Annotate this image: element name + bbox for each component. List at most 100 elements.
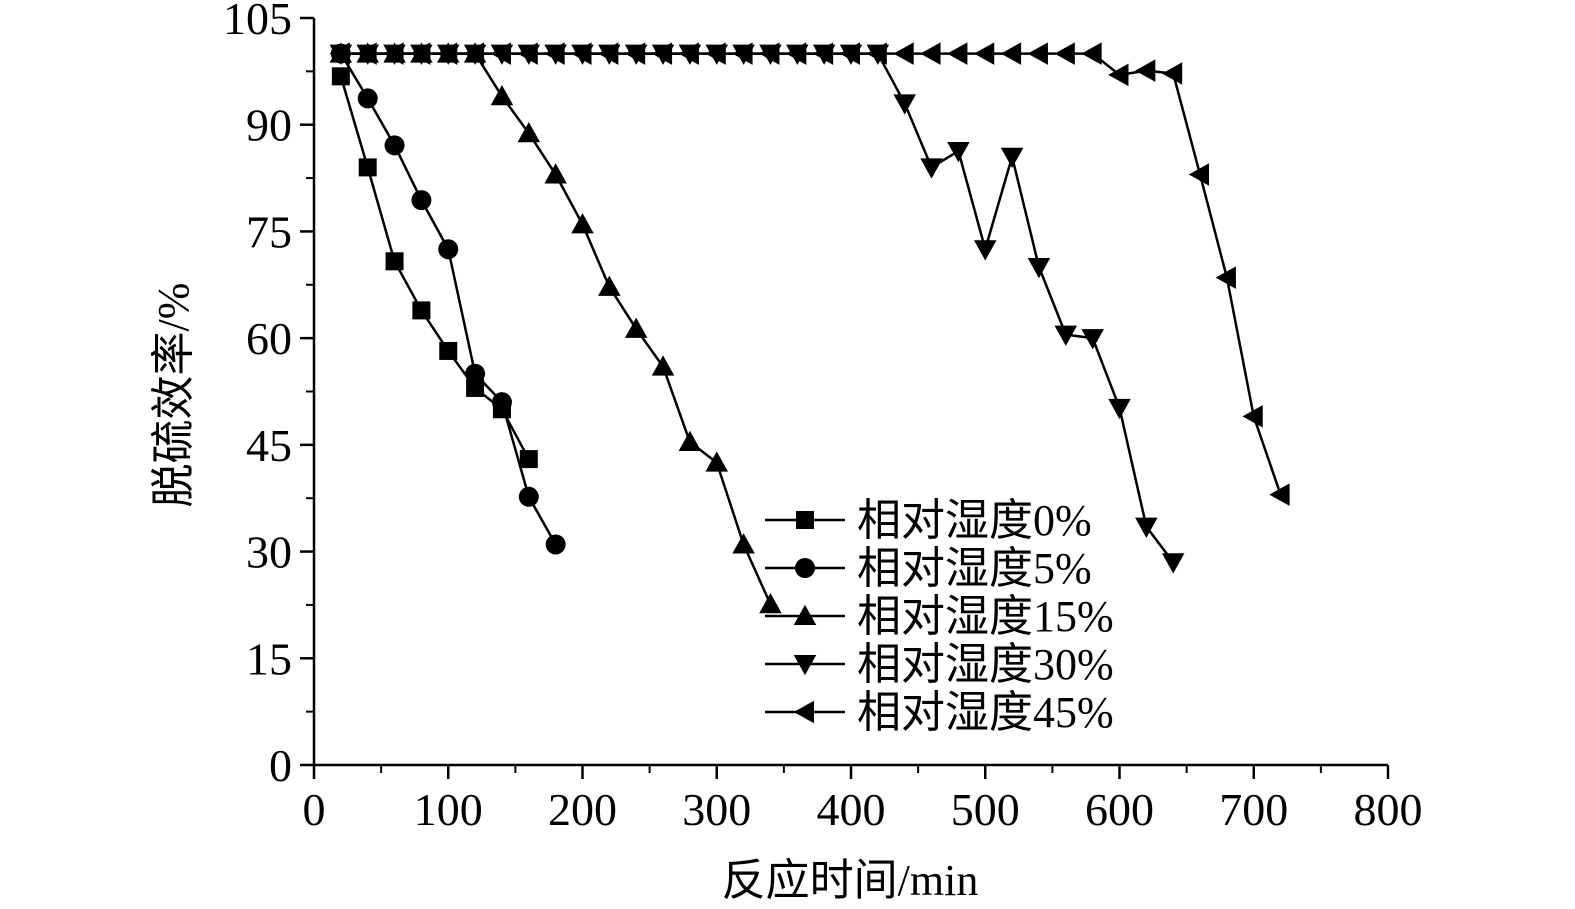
series-1 (330, 43, 566, 555)
data-point (866, 42, 887, 65)
legend-marker (795, 558, 815, 578)
y-tick-label: 60 (246, 313, 292, 364)
series-3 (329, 44, 1185, 574)
data-point (812, 42, 834, 65)
data-point (517, 42, 538, 65)
legend-label: 相对湿度15% (857, 592, 1114, 641)
data-point (1027, 258, 1051, 279)
data-point (1027, 42, 1048, 65)
data-point (974, 240, 997, 261)
data-point (383, 42, 404, 65)
x-tick-label: 600 (1085, 784, 1154, 835)
y-tick-label: 30 (246, 527, 292, 578)
data-point (1108, 398, 1131, 420)
legend-label: 相对湿度5% (857, 544, 1092, 593)
data-point (705, 42, 726, 65)
legend-label: 相对湿度30% (857, 640, 1114, 689)
x-tick-label: 0 (303, 784, 326, 835)
data-point (385, 252, 404, 271)
x-tick-label: 300 (682, 784, 751, 835)
data-point (491, 392, 512, 413)
data-point (331, 67, 350, 86)
y-axis-title: 脱硫效率/% (149, 283, 198, 508)
data-point (465, 363, 486, 384)
data-point (544, 163, 567, 184)
data-point (1000, 42, 1022, 65)
legend: 相对湿度0%相对湿度5%相对湿度15%相对湿度30%相对湿度45% (765, 496, 1114, 737)
legend-marker (793, 655, 817, 676)
data-point (439, 341, 458, 360)
data-point (518, 486, 539, 507)
data-point (437, 42, 458, 65)
data-point (571, 213, 594, 234)
y-tick-label: 0 (269, 740, 292, 791)
legend-label: 相对湿度45% (857, 688, 1114, 737)
data-point (358, 158, 377, 177)
data-point (412, 301, 431, 320)
legend-item-4: 相对湿度45% (765, 688, 1114, 737)
legend-label: 相对湿度0% (857, 496, 1092, 545)
ticks-layer: 0 100 200 300 400 500 600 700 800 0 15 30 45 60 75 90 10… (223, 0, 1423, 835)
data-point (624, 42, 646, 65)
data-point (1054, 325, 1078, 346)
series-2 (329, 42, 782, 614)
legend-item-3: 相对湿度30% (765, 640, 1114, 689)
data-point (356, 42, 377, 65)
x-tick-label: 800 (1354, 784, 1423, 835)
series-line (340, 52, 1175, 563)
data-point (519, 450, 538, 469)
y-tick-label: 75 (246, 206, 292, 257)
x-tick-label: 200 (548, 784, 617, 835)
data-point (517, 122, 541, 143)
data-point (598, 42, 619, 65)
data-point (651, 355, 675, 376)
data-point (571, 42, 592, 65)
series-4 (329, 42, 1290, 506)
data-point (651, 42, 673, 65)
data-point (947, 142, 970, 163)
data-point (974, 42, 995, 65)
data-point (490, 42, 511, 65)
legend-item-2: 相对湿度15% (765, 592, 1114, 641)
legend-item-1: 相对湿度5% (765, 544, 1092, 593)
data-point (329, 42, 350, 65)
data-point (624, 317, 648, 338)
data-point (1135, 517, 1158, 538)
data-point (1161, 553, 1185, 574)
data-point (1161, 62, 1183, 85)
data-point (490, 85, 514, 106)
data-point (1000, 147, 1024, 168)
data-point (1188, 163, 1210, 186)
legend-marker (796, 511, 814, 529)
data-point (786, 42, 807, 65)
data-point (732, 533, 755, 554)
series-layer (329, 42, 1290, 614)
y-tick-label: 90 (246, 100, 292, 151)
x-tick-label: 400 (817, 784, 886, 835)
data-point (1081, 329, 1104, 350)
data-point (1269, 483, 1290, 506)
data-point (947, 42, 968, 65)
series-line (340, 52, 1282, 496)
data-point (410, 42, 431, 65)
data-point (411, 190, 432, 211)
data-point (466, 378, 485, 397)
data-point (1135, 59, 1156, 82)
data-point (678, 430, 702, 452)
y-tick-label: 45 (246, 420, 292, 471)
data-point (839, 42, 860, 65)
x-tick-label: 500 (951, 784, 1020, 835)
data-point (759, 42, 780, 65)
y-tick-label: 105 (223, 0, 292, 44)
data-point (893, 42, 914, 65)
legend-item-0: 相对湿度0% (765, 496, 1092, 545)
x-tick-label: 100 (414, 784, 483, 835)
data-point (1081, 42, 1102, 65)
data-point (1215, 266, 1236, 289)
data-point (438, 239, 459, 260)
data-point (893, 94, 916, 115)
data-point (545, 534, 566, 555)
data-point (1054, 42, 1075, 65)
data-point (732, 42, 753, 65)
